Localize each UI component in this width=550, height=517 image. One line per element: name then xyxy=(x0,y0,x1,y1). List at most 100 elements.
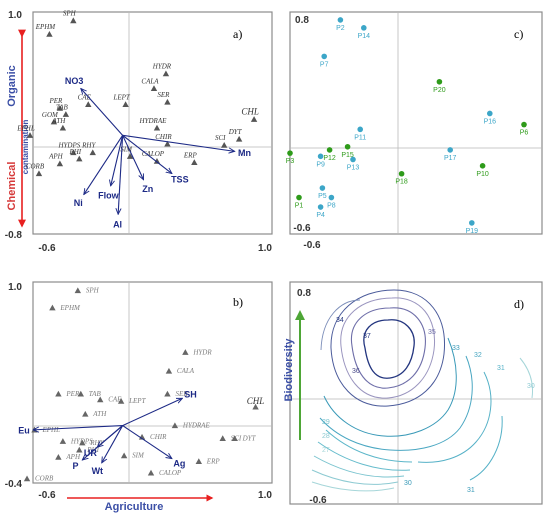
species-point-sci xyxy=(219,435,226,442)
vector-tss xyxy=(122,134,172,173)
site-label-p14: P14 xyxy=(358,33,371,40)
species-point-dyt xyxy=(235,135,243,142)
species-label-per: PER xyxy=(65,390,80,398)
species-label-chl: CHL xyxy=(241,106,259,116)
species-label-dyt: DYT xyxy=(242,434,257,442)
vector-eu xyxy=(33,425,123,430)
species-label-per: PER xyxy=(48,97,63,105)
site-point-p11 xyxy=(357,126,364,133)
species-point-ephl xyxy=(26,132,34,138)
species-point-ath xyxy=(82,410,89,417)
species-label-cae: CAE xyxy=(78,94,92,102)
vector-ag xyxy=(122,425,172,459)
contour-34 xyxy=(330,289,446,407)
species-label-calop: CALOP xyxy=(159,469,182,477)
species-point-sph xyxy=(74,287,82,294)
species-label-erp: ERP xyxy=(183,151,198,159)
species-label-corb: CORB xyxy=(26,163,45,171)
site-point-p9 xyxy=(317,153,324,160)
species-point-hydrae xyxy=(153,124,161,131)
contour-31b xyxy=(325,429,413,463)
panel-c: c) 0.8 -0.6 -0.6 P2 P14 P7 P20 P16 P6 P11 P15 P1… xyxy=(286,11,543,251)
contour-29 xyxy=(313,455,405,478)
site-point-p1 xyxy=(296,194,302,201)
panel-b-xtick-min: -0.6 xyxy=(38,490,56,501)
site-label-p1: P1 xyxy=(295,203,304,210)
panel-b-ytick-max: 1.0 xyxy=(8,282,22,293)
site-label-p11: P11 xyxy=(354,134,366,141)
vector-p xyxy=(82,425,123,460)
species-label-rhy: RHY xyxy=(81,142,96,150)
species-point-lept xyxy=(122,101,129,108)
vector-label-al: Al xyxy=(113,219,122,229)
contour-37 xyxy=(363,319,415,379)
species-label-calop: CALOP xyxy=(142,150,165,158)
species-label-sim: SIM xyxy=(120,145,133,153)
species-point-cae xyxy=(97,396,104,403)
site-label-p8: P8 xyxy=(327,203,336,210)
species-label-hydrae: HYDRAE xyxy=(182,422,211,430)
panel-a-side-label-top: Organic xyxy=(6,65,18,107)
contour-33 xyxy=(323,337,457,437)
site-point-p8 xyxy=(328,194,335,201)
site-point-p6 xyxy=(521,121,527,128)
panel-c-xtick-min: -0.6 xyxy=(303,240,321,251)
species-label-hydr: HYDR xyxy=(152,63,172,71)
vector-label-p: P xyxy=(72,461,78,471)
site-label-p3: P3 xyxy=(286,158,295,165)
species-point-ath xyxy=(59,124,67,131)
contour-label-35: 35 xyxy=(428,329,436,336)
species-point-sph xyxy=(70,17,77,24)
species-point-dyt xyxy=(231,435,238,442)
site-point-p13 xyxy=(350,156,356,163)
species-point-chl xyxy=(252,403,259,410)
site-label-p10: P10 xyxy=(476,171,489,178)
vector-label-ni: Ni xyxy=(74,198,83,208)
vector-al xyxy=(118,135,124,214)
contour-31 xyxy=(417,371,492,463)
species-point-hydps xyxy=(70,149,77,156)
contour-30b xyxy=(519,357,533,399)
species-label-phi: PHI xyxy=(86,446,99,454)
species-point-rhy xyxy=(89,149,96,156)
species-point-cala xyxy=(165,367,173,374)
panel-c-frame xyxy=(289,11,543,235)
vector-label-no3: NO3 xyxy=(65,76,84,86)
species-point-hydps xyxy=(59,438,67,444)
site-label-p19: P19 xyxy=(466,228,479,235)
panel-c-ytick-max: 0.8 xyxy=(295,15,309,26)
species-point-chir xyxy=(138,433,146,440)
panel-d-contours xyxy=(311,289,533,492)
species-label-corb: CORB xyxy=(35,475,54,483)
species-label-ephl: EPHL xyxy=(16,124,35,132)
site-point-p5 xyxy=(319,185,326,191)
species-point-sim xyxy=(120,452,128,459)
contour-label-33: 33 xyxy=(452,345,460,352)
species-point-hydr xyxy=(182,349,189,355)
species-point-phi xyxy=(76,446,83,453)
site-point-p14 xyxy=(361,25,367,31)
species-label-hydps: HYDPS xyxy=(57,142,80,150)
panel-d-xtick-min: -0.6 xyxy=(309,495,327,506)
vector-no3 xyxy=(81,88,124,136)
site-label-p5: P5 xyxy=(318,193,327,200)
species-label-ser: SER xyxy=(157,91,170,99)
site-point-p18 xyxy=(398,170,405,177)
species-point-rhy xyxy=(79,439,86,446)
species-point-lept xyxy=(117,397,125,404)
site-label-p17: P17 xyxy=(444,155,457,162)
contour-31c xyxy=(469,415,503,481)
species-label-tab: TAB xyxy=(89,390,102,398)
species-label-sph: SPH xyxy=(86,287,100,295)
species-point-cae xyxy=(85,101,92,108)
species-label-lept: LEPT xyxy=(112,94,130,102)
species-point-corb xyxy=(35,170,43,177)
vector-label-eu: Eu xyxy=(18,425,30,435)
species-point-erp xyxy=(191,159,198,166)
species-label-ephl: EPHL xyxy=(41,426,60,434)
species-label-ephm: EPHM xyxy=(59,304,81,312)
species-label-chir: CHIR xyxy=(150,433,167,441)
panel-a-ytick-max: 1.0 xyxy=(8,10,22,21)
site-label-p6: P6 xyxy=(520,130,529,137)
